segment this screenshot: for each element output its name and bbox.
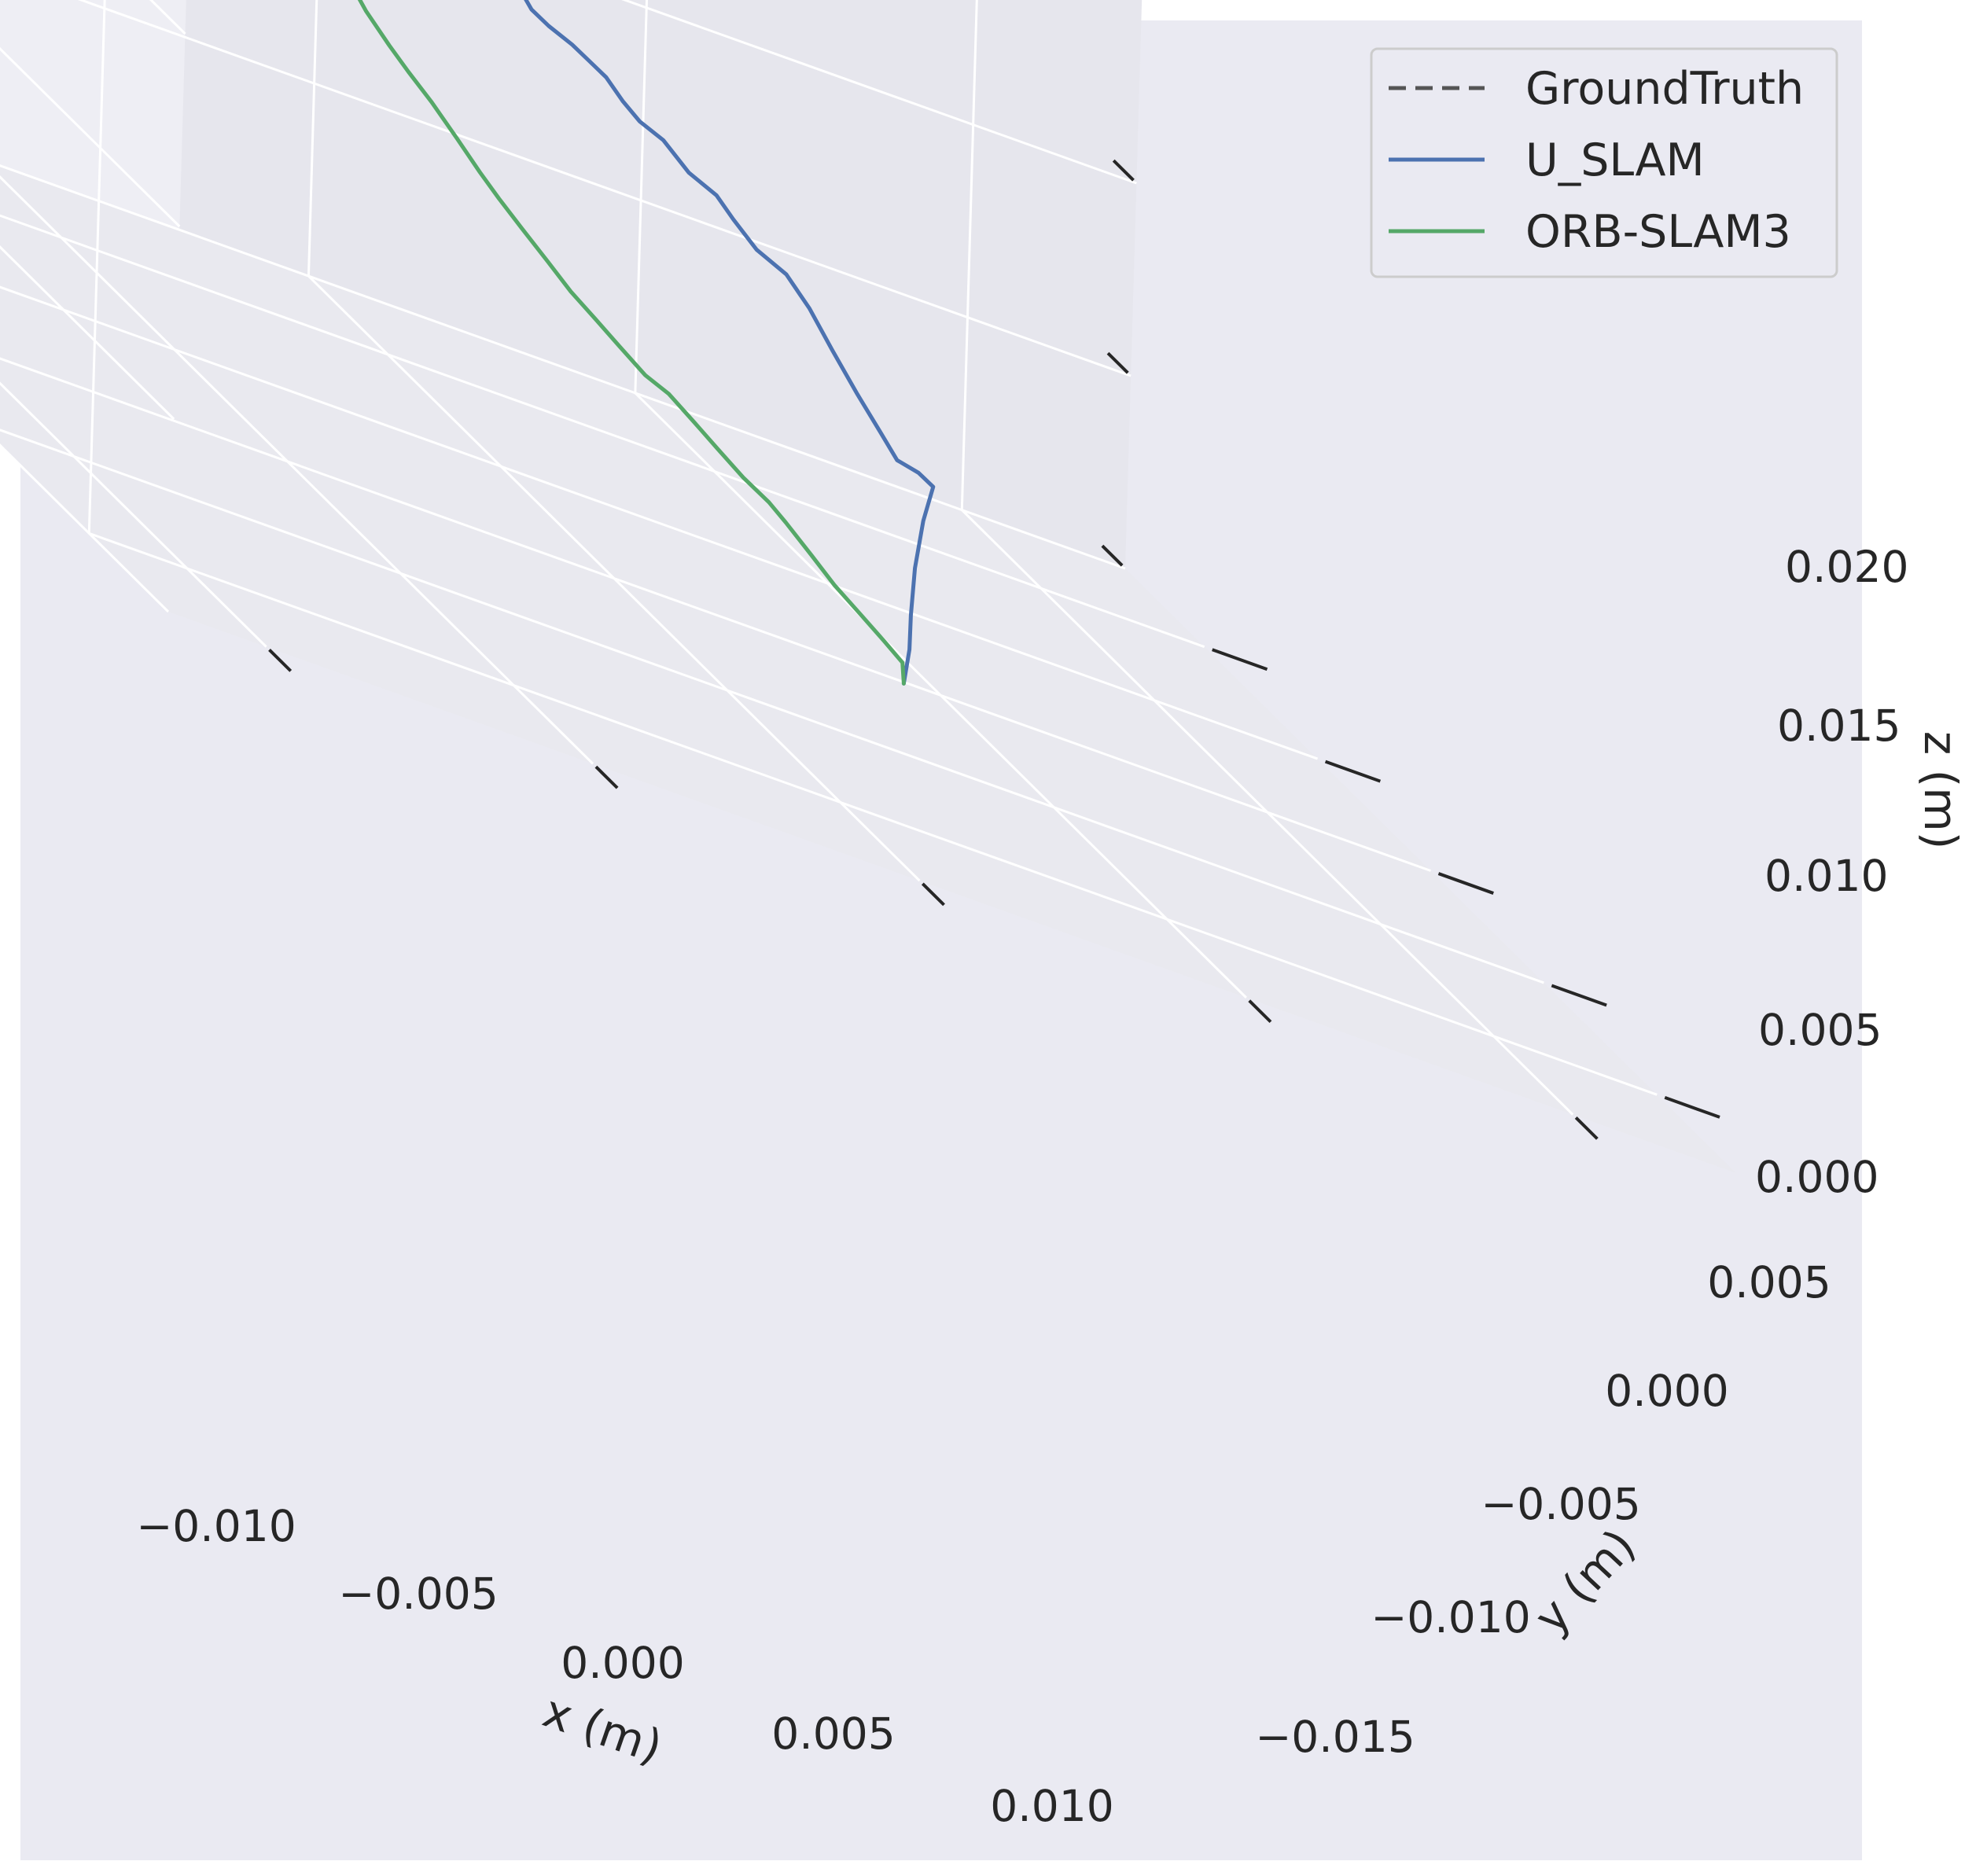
x-tick-label: 0.010 [990,1781,1113,1831]
legend-label-u-slam: U_SLAM [1525,134,1705,186]
x-axis-tick [921,882,945,907]
y-axis-tick [1437,872,1494,895]
z-tick-label: 0.020 [1785,542,1908,592]
x-axis-tick [1574,1116,1599,1140]
grid-line-x-back [960,0,978,510]
z-tick-label: 0.000 [1755,1152,1879,1202]
grid-line-y-floor [0,429,1544,984]
grid-line-z-left [0,46,181,228]
grid-line-y-floor [0,285,1319,760]
z-tick-label: 0.010 [1764,851,1888,901]
grid-line-y-floor [88,532,1658,1096]
y-tick-label: 0.000 [1605,1366,1728,1416]
grid-line-z-back [621,0,1137,185]
grid-line-y-floor [0,214,1205,649]
pane-back-wall [0,0,1143,568]
legend-label-orb-slam3: ORB-SLAM3 [1525,206,1791,258]
x-axis-tick [268,649,293,672]
z-axis-label: z (m) [1914,731,1965,850]
grid-line-x-floor [0,381,267,648]
z-tick-labels: 0.000 0.005 0.010 0.015 0.020 [1755,542,1908,1202]
y-tick-label: −0.010 [1371,1592,1531,1642]
grid-lines [0,0,1658,1116]
y-axis-tick [1324,760,1382,783]
y-axis-tick [1212,648,1268,671]
axis-ticks [268,159,1720,1140]
x-tick-label: −0.005 [338,1569,499,1619]
legend-frame [1370,47,1838,278]
series-line-u-slam [524,0,936,686]
z-axis-tick [1106,351,1129,374]
x-tick-label: −0.010 [136,1501,296,1551]
y-axis-tick [1664,1096,1720,1119]
grid-line-x-back [634,0,649,393]
y-tick-label: 0.005 [1707,1257,1831,1308]
z-axis-tick [1101,544,1124,567]
grid-line-y-floor [0,357,1432,872]
grid-line-z-left [0,245,175,421]
z-tick-label: 0.015 [1777,701,1901,751]
x-axis-tick [594,765,619,789]
grid-line-z-back [0,164,1126,570]
data-series [357,0,936,686]
z-tick-label: 0.005 [1758,1005,1882,1055]
x-tick-label: 0.000 [561,1638,684,1688]
grid-line-y-left [87,0,106,534]
grid-line-x-back [307,0,318,277]
y-axis-tick [1551,984,1607,1007]
x-tick-label: 0.005 [771,1709,895,1759]
grid-line-z-back [77,0,1132,377]
x-axis-tick [1248,999,1272,1024]
legend: GroundTruth U_SLAM ORB-SLAM3 [1370,47,1838,278]
x-tick-labels: −0.010 −0.005 0.000 0.005 0.010 [136,1501,1114,1831]
y-tick-label: −0.005 [1481,1479,1641,1529]
grid-line-z-left [0,443,170,613]
y-tick-label: −0.015 [1255,1712,1415,1762]
series-line-orb-slam3 [357,0,906,686]
y-tick-labels: 0.005 0.000 −0.005 −0.010 −0.015 [1255,1257,1831,1762]
z-axis-tick [1112,159,1135,182]
legend-label-groundtruth: GroundTruth [1525,63,1804,115]
